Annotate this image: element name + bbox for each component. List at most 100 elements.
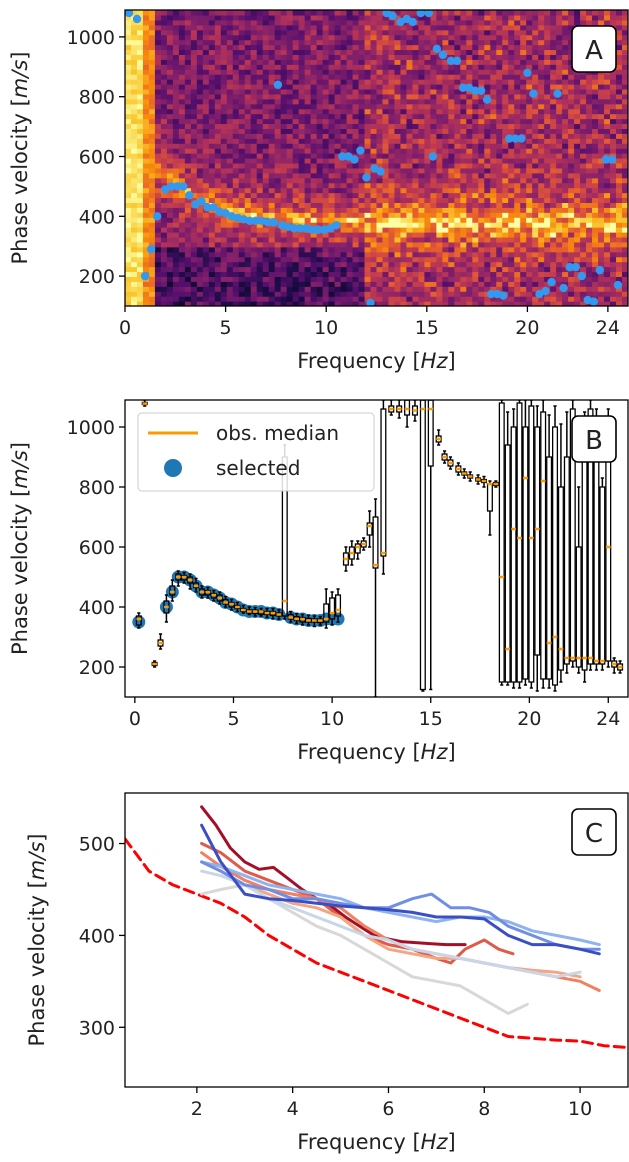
heatmap-cell [442,123,449,129]
heatmap-cell [580,88,587,95]
heatmap-cell [418,118,426,125]
heatmap-cell [496,232,503,238]
heatmap-cell [346,44,354,51]
heatmap-cell [466,108,473,115]
heatmap-cell [484,261,491,268]
heatmap-cell [580,172,587,179]
heatmap-cell [556,113,563,120]
heatmap-cell [580,84,587,90]
heatmap-cell [196,167,204,174]
heatmap-cell [466,79,473,85]
heatmap-cell [274,212,282,218]
heatmap-cell [532,251,539,258]
heatmap-cell [202,291,210,297]
heatmap-cell [442,202,449,208]
heatmap-cell [352,34,360,41]
heatmap-cell [238,296,246,302]
heatmap-cell [256,192,264,199]
heatmap-cell [604,261,611,268]
heatmap-cell [604,172,611,179]
heatmap-cell [160,172,168,179]
heatmap-cell [298,158,306,164]
heatmap-cell [508,286,515,292]
heatmap-cell [610,93,617,100]
heatmap-cell [538,212,545,218]
heatmap-cell [532,108,539,115]
heatmap-cell [232,34,240,41]
heatmap-cell [250,197,258,203]
heatmap-cell [412,261,420,268]
heatmap-cell [508,281,515,287]
heatmap-cell [556,64,563,70]
heatmap-cell [292,212,300,218]
heatmap-cell [160,177,168,184]
heatmap-cell [238,271,246,277]
heatmap-cell [190,133,198,139]
heatmap-cell [125,123,132,129]
heatmap-cell [532,232,539,238]
heatmap-cell [388,172,396,179]
heatmap-cell [448,44,455,51]
heatmap-cell [514,98,521,105]
heatmap-cell [148,256,156,263]
heatmap-cell [178,236,186,243]
heatmap-cell [226,241,234,248]
heatmap-cell [268,133,276,139]
heatmap-cell [244,49,252,55]
heatmap-cell [466,123,473,129]
heatmap-cell [484,29,491,36]
heatmap-cell [286,88,294,95]
heatmap-cell [382,153,390,159]
heatmap-cell [274,143,282,149]
heatmap-cell [490,74,497,80]
heatmap-cell [436,93,443,100]
heatmap-cell [496,123,503,129]
heatmap-cell [172,49,180,55]
heatmap-cell [472,232,479,238]
heatmap-cell [172,123,180,129]
heatmap-cell [352,19,360,26]
heatmap-cell [172,59,180,65]
heatmap-cell [454,34,461,41]
heatmap-cell [250,192,258,199]
heatmap-cell [424,113,431,120]
heatmap-cell [550,113,557,120]
heatmap-cell [490,202,497,208]
heatmap-cell [292,10,300,16]
heatmap-cell [508,162,515,169]
heatmap-cell [364,118,372,125]
heatmap-cell [280,59,288,65]
heatmap-cell [580,246,587,253]
heatmap-cell [382,256,390,263]
heatmap-cell [598,222,605,228]
heatmap-cell [538,44,545,51]
heatmap-cell [166,246,174,253]
heatmap-cell [274,232,282,238]
heatmap-cell [334,34,342,41]
heatmap-cell [622,256,628,263]
heatmap-cell [376,281,384,287]
heatmap-cell [358,93,366,100]
heatmap-cell [250,207,258,213]
heatmap-cell [208,14,216,21]
heatmap-cell [532,177,539,184]
heatmap-cell [604,88,611,95]
heatmap-cell [430,256,437,263]
heatmap-cell [400,291,408,297]
heatmap-cell [604,79,611,85]
heatmap-cell [376,74,384,80]
heatmap-cell [442,276,449,282]
heatmap-cell [298,167,306,174]
heatmap-cell [262,123,270,129]
heatmap-cell [568,281,575,287]
heatmap-cell [202,54,210,60]
heatmap-cell [430,103,437,110]
heatmap-cell [334,167,342,174]
heatmap-cell [610,207,617,213]
heatmap-cell [166,59,174,65]
heatmap-cell [478,207,485,213]
heatmap-cell [292,14,300,21]
heatmap-cell [472,177,479,184]
heatmap-cell [436,103,443,110]
heatmap-cell [604,192,611,199]
